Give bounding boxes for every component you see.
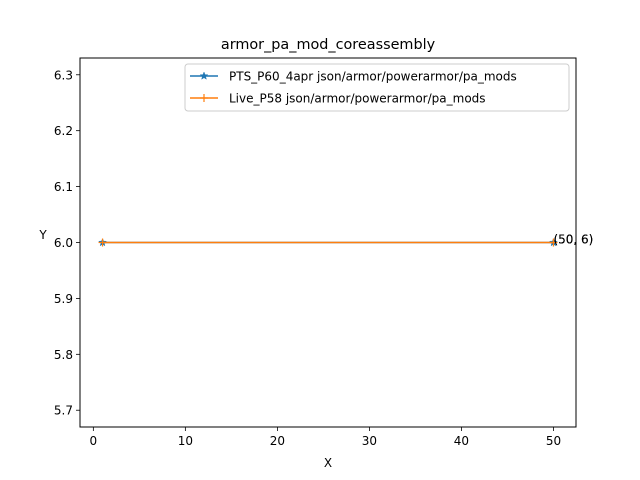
legend-entry-label: PTS_P60_4apr json/armor/powerarmor/pa_mo… [229,70,517,84]
x-tick-label: 20 [270,434,285,448]
plot-area-frame [79,57,577,428]
x-tick-label: 10 [178,434,193,448]
legend-swatch-marker [200,94,208,102]
annotation-layer: (50, 6)(50, 6) [553,233,593,247]
point-annotation: (50, 6) [553,233,593,247]
x-tick-label: 40 [454,434,469,448]
legend-swatch-marker [199,71,209,80]
y-tick-label: 5.9 [54,292,73,306]
x-axis-label: X [324,456,332,470]
x-tick-label: 50 [546,434,561,448]
x-tick-label: 0 [90,434,98,448]
y-tick-label: 6.2 [54,124,73,138]
x-axis-ticks: 0 10 20 30 40 50 [90,427,561,448]
y-tick-label: 5.7 [54,404,73,418]
series-2-point [549,238,558,247]
y-tick-label: 5.8 [54,348,73,362]
point-annotation: (50, 6) [553,233,593,247]
series-2-point [98,238,107,247]
legend-frame [184,63,570,112]
x-tick-label: 30 [362,434,377,448]
y-tick-label: 6.3 [54,68,73,82]
legend-entry-label: Live_P58 json/armor/powerarmor/pa_mods [229,92,486,106]
y-tick-label: 6.1 [54,180,73,194]
y-axis-label: Y [38,228,47,242]
chart-title: armor_pa_mod_coreassembly [221,37,436,53]
series-layer [98,237,558,247]
y-axis-ticks: 5.7 5.8 5.9 6.0 6.1 6.2 6.3 [54,68,80,418]
legend: PTS_P60_4apr json/armor/powerarmor/pa_mo… [184,63,570,112]
y-tick-label: 6.0 [54,236,73,250]
